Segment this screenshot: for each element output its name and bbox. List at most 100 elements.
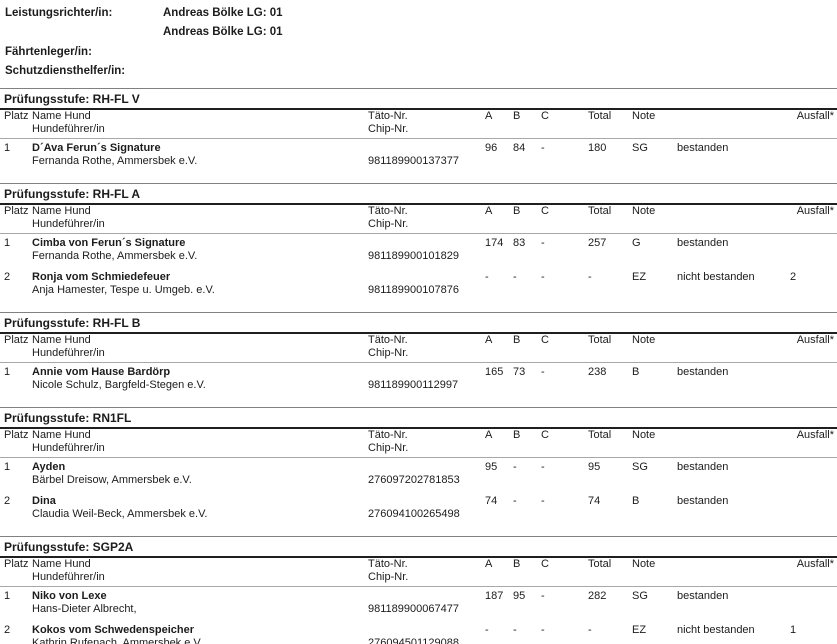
score-a: - (485, 271, 489, 283)
dog-name: Ronja vom Schmiedefeuer (32, 271, 171, 283)
chip-number: 981189900067477 (368, 603, 459, 615)
result-row: 1 Ayden Bärbel Dreisow, Ammersbek e.V. 2… (0, 461, 837, 487)
platz-value: 1 (4, 142, 11, 154)
section-rh-fl-b: Prüfungsstufe: RH-FL B Platz Name Hund H… (0, 312, 837, 407)
title-rule (0, 203, 837, 205)
section-rn1fl: Prüfungsstufe: RN1FL Platz Name Hund Hun… (0, 407, 837, 536)
score-total: - (588, 624, 592, 636)
section-sgp2a: Prüfungsstufe: SGP2A Platz Name Hund Hun… (0, 536, 837, 644)
handler-name: Fernanda Rothe, Ammersbek e.V. (32, 250, 198, 262)
score-total: 95 (588, 461, 601, 473)
dog-name: Niko von Lexe (32, 590, 107, 602)
col-b-label: B (513, 205, 521, 217)
score-c: - (541, 461, 545, 473)
score-a: 74 (485, 495, 498, 507)
score-c: - (541, 142, 545, 154)
col-platz-label: Platz (4, 205, 29, 217)
col-note-label: Note (632, 558, 656, 570)
col-platz-label: Platz (4, 110, 29, 122)
score-c: - (541, 590, 545, 602)
note-value: B (632, 366, 640, 378)
score-total: 74 (588, 495, 601, 507)
score-total: - (588, 271, 592, 283)
col-name-label: Name Hund (32, 334, 91, 346)
col-handler-label: Hundeführer/in (32, 347, 105, 359)
score-total: 180 (588, 142, 607, 154)
title-rule (0, 108, 837, 110)
note-value: G (632, 237, 641, 249)
handler-name: Hans-Dieter Albrecht, (32, 603, 137, 615)
col-tato-label: Täto-Nr. (368, 205, 408, 217)
note-value: SG (632, 142, 648, 154)
title-rule (0, 556, 837, 558)
dog-name: Annie vom Hause Bardörp (32, 366, 171, 378)
header-rule (0, 586, 837, 587)
score-c: - (541, 624, 545, 636)
col-c-label: C (541, 558, 549, 570)
note-value: B (632, 495, 640, 507)
note-value: SG (632, 590, 648, 602)
col-a-label: A (485, 334, 493, 346)
dog-name: D´Ava Ferun´s Signature (32, 142, 161, 154)
table-header: Platz Name Hund Hundeführer/in Täto-Nr. … (0, 110, 837, 138)
platz-value: 1 (4, 461, 11, 473)
title-rule (0, 332, 837, 334)
col-b-label: B (513, 334, 521, 346)
score-b: 95 (513, 590, 526, 602)
chip-number: 276094501129088 (368, 637, 459, 644)
col-platz-label: Platz (4, 558, 29, 570)
status-text: bestanden (677, 237, 729, 249)
col-name-label: Name Hund (32, 205, 91, 217)
col-b-label: B (513, 110, 521, 122)
status-text: nicht bestanden (677, 624, 755, 636)
note-value: EZ (632, 624, 647, 636)
score-total: 282 (588, 590, 607, 602)
ausfall-value: 2 (790, 271, 797, 283)
status-text: nicht bestanden (677, 271, 755, 283)
platz-value: 1 (4, 590, 11, 602)
col-chip-label: Chip-Nr. (368, 347, 409, 359)
tracklayer-label: Fährtenleger/in: (5, 46, 92, 58)
score-b: 83 (513, 237, 526, 249)
dog-name: Ayden (32, 461, 66, 473)
handler-name: Claudia Weil-Beck, Ammersbek e.V. (32, 508, 208, 520)
col-ausfall-label: Ausfall* (796, 110, 834, 122)
result-row: 2 Kokos vom Schwedenspeicher Kathrin Ruf… (0, 624, 837, 644)
score-c: - (541, 495, 545, 507)
section-top-rule (0, 312, 837, 313)
judge-label: Leistungsrichter/in: (5, 7, 113, 19)
score-total: 257 (588, 237, 607, 249)
col-handler-label: Hundeführer/in (32, 442, 105, 454)
col-chip-label: Chip-Nr. (368, 442, 409, 454)
result-row: 2 Ronja vom Schmiedefeuer Anja Hamester,… (0, 271, 837, 297)
platz-value: 2 (4, 271, 11, 283)
title-rule (0, 427, 837, 429)
result-row: 1 Niko von Lexe Hans-Dieter Albrecht, 98… (0, 590, 837, 616)
header-rule (0, 138, 837, 139)
score-c: - (541, 271, 545, 283)
section-title: Prüfungsstufe: RH-FL A (4, 187, 140, 201)
col-ausfall-label: Ausfall* (796, 558, 834, 570)
status-text: bestanden (677, 590, 729, 602)
table-header: Platz Name Hund Hundeführer/in Täto-Nr. … (0, 205, 837, 233)
col-c-label: C (541, 429, 549, 441)
score-b: 73 (513, 366, 526, 378)
table-header: Platz Name Hund Hundeführer/in Täto-Nr. … (0, 334, 837, 362)
officials-header: Leistungsrichter/in: Andreas Bölke LG: 0… (0, 0, 837, 88)
col-handler-label: Hundeführer/in (32, 218, 105, 230)
section-title: Prüfungsstufe: RN1FL (4, 411, 132, 425)
result-row: 1 Annie vom Hause Bardörp Nicole Schulz,… (0, 366, 837, 392)
col-tato-label: Täto-Nr. (368, 110, 408, 122)
col-ausfall-label: Ausfall* (796, 205, 834, 217)
col-total-label: Total (588, 205, 612, 217)
handler-name: Anja Hamester, Tespe u. Umgeb. e.V. (32, 284, 215, 296)
handler-name: Bärbel Dreisow, Ammersbek e.V. (32, 474, 192, 486)
col-name-label: Name Hund (32, 110, 91, 122)
score-a: 95 (485, 461, 498, 473)
note-value: SG (632, 461, 648, 473)
col-a-label: A (485, 205, 493, 217)
col-total-label: Total (588, 110, 612, 122)
ausfall-value: 1 (790, 624, 797, 636)
result-row: 1 D´Ava Ferun´s Signature Fernanda Rothe… (0, 142, 837, 168)
status-text: bestanden (677, 142, 729, 154)
